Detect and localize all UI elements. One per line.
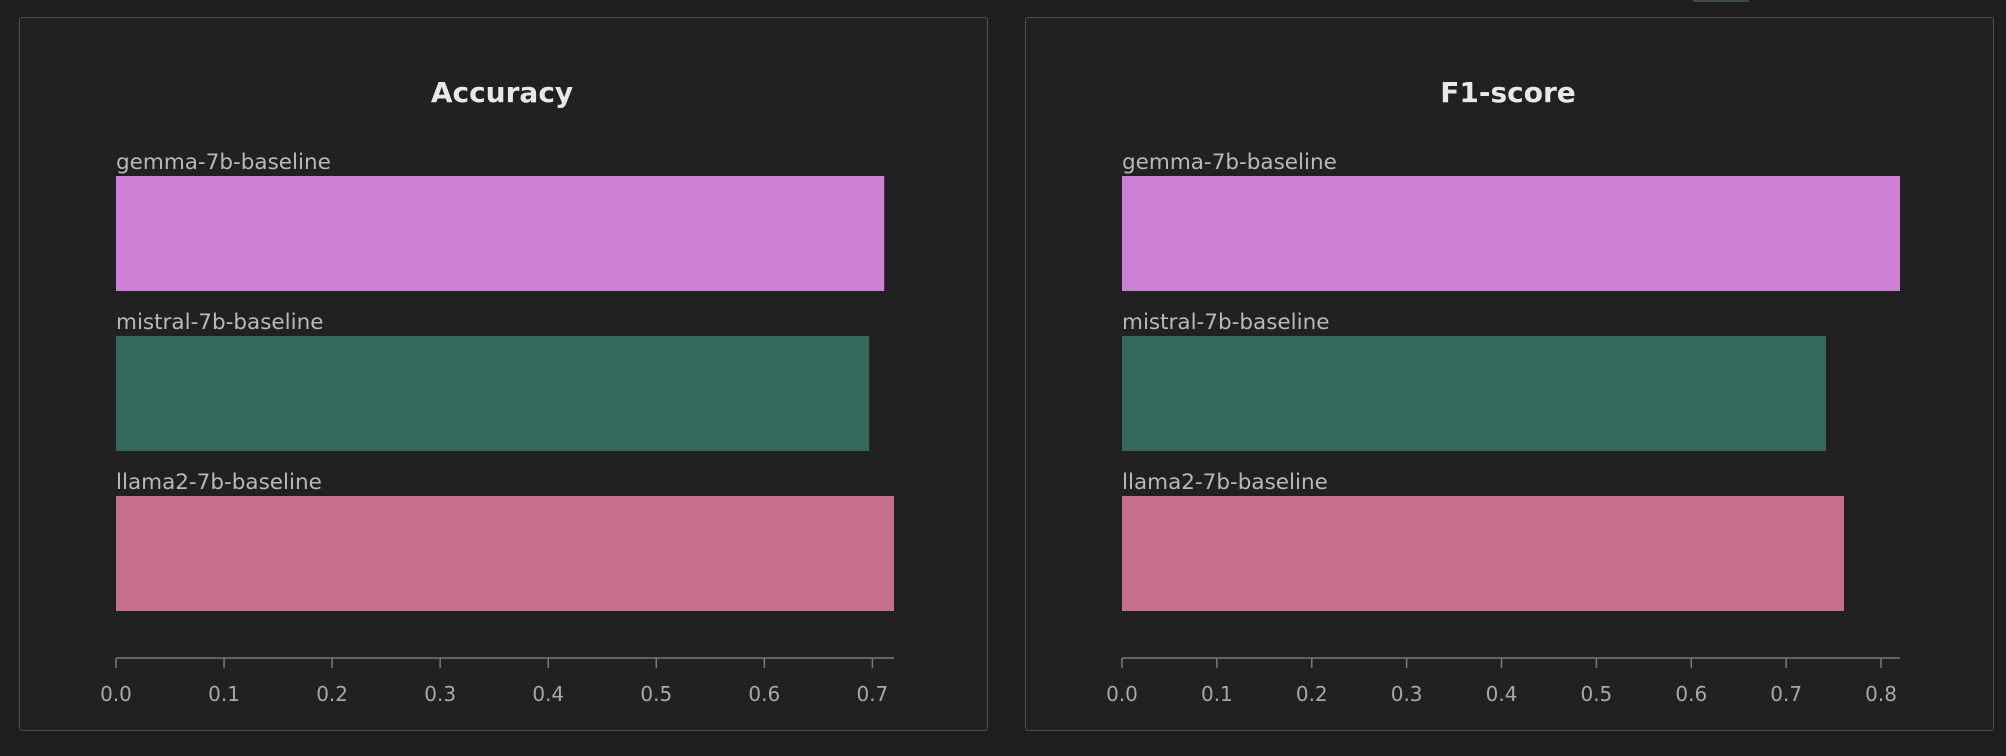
x-tick-label: 0.7 xyxy=(1770,682,1802,706)
x-tick-label: 0.5 xyxy=(1580,682,1612,706)
x-tick-label: 0.8 xyxy=(1865,682,1897,706)
x-tick-label: 0.5 xyxy=(640,682,672,706)
x-tick-label: 0.2 xyxy=(316,682,348,706)
bar-mistral-7b-baseline[interactable] xyxy=(1122,336,1826,451)
x-tick-label: 0.3 xyxy=(424,682,456,706)
bar-label-mistral-7b-baseline: mistral-7b-baseline xyxy=(116,310,323,335)
bar-label-llama2-7b-baseline: llama2-7b-baseline xyxy=(1122,470,1328,495)
bar-llama2-7b-baseline[interactable] xyxy=(1122,496,1845,611)
bar-gemma-7b-baseline[interactable] xyxy=(1122,176,1900,291)
bar-label-llama2-7b-baseline: llama2-7b-baseline xyxy=(116,470,322,495)
chart-title: Accuracy xyxy=(431,76,573,109)
chart-title: F1-score xyxy=(1440,76,1576,109)
accuracy-chart: Accuracy gemma-7b-baseline mistral-7b-base… xyxy=(100,76,894,706)
bar-label-gemma-7b-baseline: gemma-7b-baseline xyxy=(116,150,331,175)
bar-llama2-7b-baseline[interactable] xyxy=(116,496,894,611)
x-tick-label: 0.1 xyxy=(208,682,240,706)
bar-label-gemma-7b-baseline: gemma-7b-baseline xyxy=(1122,150,1337,175)
top-edge-indicator xyxy=(1693,0,1749,2)
f1-score-chart-panel: F1-score gemma-7b-baseline mistral-7b-base… xyxy=(1025,17,1994,731)
x-tick-label: 0.0 xyxy=(1106,682,1138,706)
x-tick-label: 0.4 xyxy=(1486,682,1518,706)
x-tick-label: 0.4 xyxy=(532,682,564,706)
x-tick-label: 0.7 xyxy=(856,682,888,706)
f1-score-chart: F1-score gemma-7b-baseline mistral-7b-base… xyxy=(1106,76,1900,706)
x-tick-label: 0.3 xyxy=(1391,682,1423,706)
x-tick-label: 0.6 xyxy=(1675,682,1707,706)
x-tick-label: 0.2 xyxy=(1296,682,1328,706)
bar-label-mistral-7b-baseline: mistral-7b-baseline xyxy=(1122,310,1329,335)
bar-gemma-7b-baseline[interactable] xyxy=(116,176,885,291)
x-tick-label: 0.6 xyxy=(748,682,780,706)
accuracy-chart-panel: Accuracy gemma-7b-baseline mistral-7b-base… xyxy=(19,17,988,731)
bar-mistral-7b-baseline[interactable] xyxy=(116,336,870,451)
x-tick-label: 0.1 xyxy=(1201,682,1233,706)
x-tick-label: 0.0 xyxy=(100,682,132,706)
